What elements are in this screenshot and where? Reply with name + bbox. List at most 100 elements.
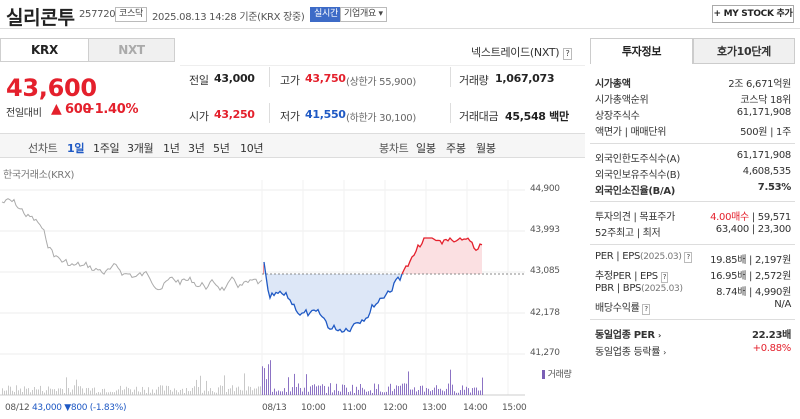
volume-bar [14, 391, 15, 395]
volume-bar [246, 390, 247, 395]
volume-bar [4, 390, 5, 395]
volume-bar [174, 388, 175, 395]
volume-label: 거래량 [459, 74, 489, 87]
volume-bar [214, 392, 215, 395]
price-change: 600 [65, 102, 92, 117]
period-daily-candle[interactable]: 일봉 [416, 142, 436, 155]
period-3m[interactable]: 3개월 [127, 142, 154, 155]
tab-order-book[interactable]: 호가10단계 [693, 38, 795, 64]
high-value: 43,750 [305, 72, 346, 85]
volume-bar [188, 391, 189, 395]
volume-bar [440, 388, 441, 395]
company-overview-label: 기업개요 [344, 9, 376, 19]
help-icon[interactable]: ? [684, 252, 692, 263]
volume-bar [356, 386, 357, 395]
tab-investment-info[interactable]: 투자정보 [590, 38, 693, 64]
per-eps-row: PER | EPS(2025.03) ? 19.85배 | 2,197원 [595, 251, 791, 266]
volume-bar [376, 388, 377, 395]
est-per-label: 추정PER | EPS [595, 271, 658, 282]
volume-bar [344, 384, 345, 395]
volume-bar [254, 388, 255, 395]
volume-bar [100, 392, 101, 395]
volume-bar [294, 373, 295, 395]
volume-bar [136, 386, 137, 395]
section-divider [590, 143, 795, 144]
period-weekly-candle[interactable]: 주봉 [446, 142, 466, 155]
volume-bar [156, 389, 157, 395]
tab-nxt[interactable]: NXT [88, 39, 174, 61]
market-cap-rank-label: 시가총액순위 [595, 95, 649, 106]
volume-bar [106, 392, 107, 395]
realtime-tag: 실시간 [310, 7, 342, 22]
current-price: 43,600 [6, 74, 97, 102]
listed-shares-row: 상장주식수 61,171,908 [595, 107, 791, 122]
volume-bar [480, 390, 481, 395]
help-icon[interactable]: ? [642, 304, 650, 315]
volume-bar [198, 387, 199, 395]
volume-bar [120, 385, 121, 395]
week52-value: 63,400 | 23,300 [715, 224, 792, 235]
volume-bar [78, 386, 79, 395]
company-overview-button[interactable]: 기업개요 ▾ [340, 7, 387, 22]
volume-bar [272, 391, 273, 395]
period-1y[interactable]: 1년 [163, 142, 180, 155]
volume-bar [280, 391, 281, 395]
volume-bar [42, 391, 43, 395]
volume-bar [432, 390, 433, 395]
volume-bar [210, 388, 211, 395]
volume-bar [64, 392, 65, 395]
volume-bar [200, 375, 201, 395]
volume-bar [288, 377, 289, 395]
amount-label: 거래대금 [459, 110, 499, 123]
period-5y[interactable]: 5년 [213, 142, 230, 155]
nxt-link[interactable]: 넥스트레이드(NXT) ? [471, 44, 573, 60]
help-icon[interactable]: ? [562, 48, 573, 60]
est-per-value: 16.95배 | 2,572원 [710, 271, 791, 282]
volume-bar [152, 389, 153, 395]
industry-per-row: 동일업종 PER › 22.23배 [595, 326, 791, 341]
chart-grid [0, 180, 525, 396]
volume-bar [132, 392, 133, 395]
volume-bar [238, 386, 239, 395]
volume-bar [404, 383, 405, 395]
volume-bar [162, 385, 163, 395]
period-1w[interactable]: 1주일 [93, 142, 120, 155]
volume-bar [318, 385, 319, 395]
volume-bar [378, 384, 379, 395]
caret-right-icon: › [657, 331, 661, 340]
volume-bar [256, 388, 257, 395]
volume-legend-swatch [542, 370, 545, 379]
volume-bar [192, 387, 193, 395]
period-3y[interactable]: 3년 [188, 142, 205, 155]
volume-bar [388, 386, 389, 395]
x-tick-label: 08/13 [262, 403, 287, 413]
volume-bar [264, 368, 265, 395]
volume-bar [324, 385, 325, 395]
volume-bar [74, 385, 75, 395]
period-1d[interactable]: 1일 [67, 142, 85, 155]
help-icon[interactable]: ? [660, 272, 669, 283]
volume-bar [178, 392, 179, 395]
volume-bar [134, 389, 135, 395]
period-monthly-candle[interactable]: 월봉 [476, 142, 496, 155]
pbr-bps-date: (2025.03) [641, 284, 683, 294]
foreign-exhaustion-value: 7.53% [757, 182, 792, 193]
add-my-stock-button[interactable]: + MY STOCK 추가 [712, 5, 794, 23]
volume-bar [476, 387, 477, 395]
per-eps-date: (2025.03) [640, 252, 682, 262]
volume-bar [328, 386, 329, 395]
foreign-holding-label: 외국인보유주식수(B) [595, 170, 680, 181]
volume-bar [220, 385, 221, 395]
volume-bar [422, 385, 423, 395]
market-cap-value: 2조 6,671억원 [728, 79, 791, 90]
tab-krx[interactable]: KRX [1, 39, 88, 61]
section-divider [590, 319, 795, 320]
volume-bar [380, 391, 381, 395]
volume-bar [290, 391, 291, 395]
volume-bar [392, 391, 393, 395]
volume-bar [252, 390, 253, 395]
volume-bar [412, 389, 413, 395]
intraday-chart[interactable] [0, 180, 560, 419]
volume-bar [58, 388, 59, 395]
period-10y[interactable]: 10년 [240, 142, 264, 155]
